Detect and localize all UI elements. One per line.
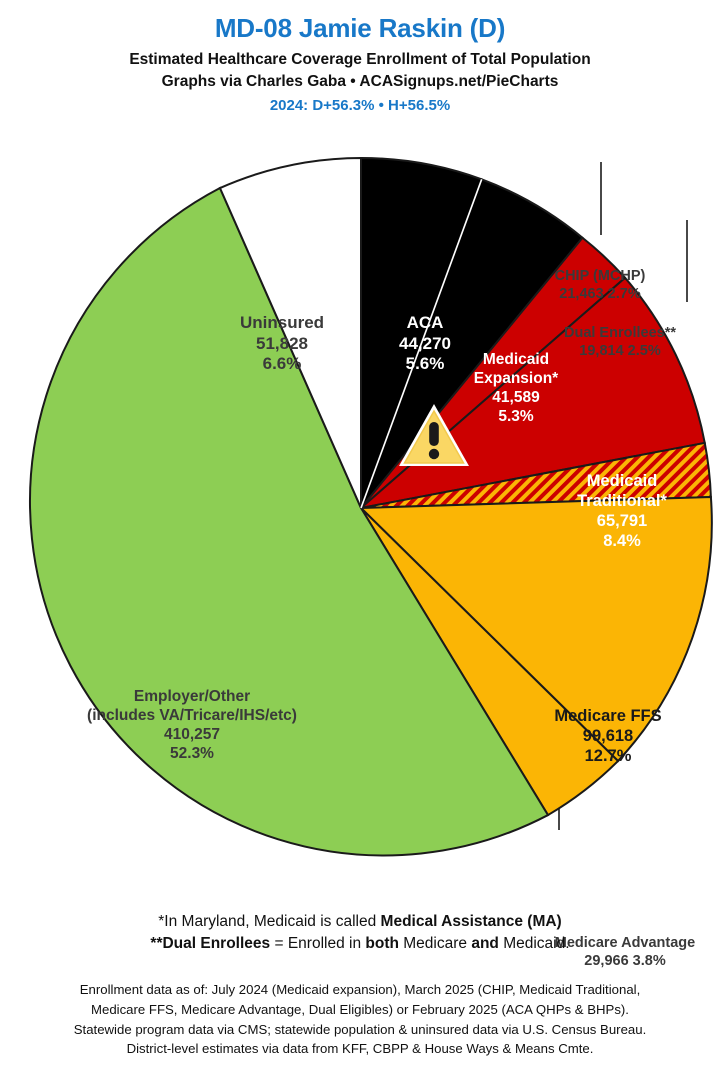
- slice-label-medffs-pct: 12.7%: [584, 747, 632, 766]
- slice-label-medicaid-traditional: Medicaid Traditional* 65,791 8.4%: [545, 471, 699, 552]
- source-line-2: Medicare FFS, Medicare Advantage, Dual E…: [91, 1001, 629, 1017]
- slice-label-aca-pct: 5.6%: [405, 354, 445, 374]
- slice-label-employer-value: 410,257: [163, 725, 221, 743]
- slice-label-medtrad-name-line2: Traditional*: [577, 492, 667, 511]
- pie-slice-uninsured[interactable]: [218, 156, 362, 509]
- source-line-1: Enrollment data as of: July 2024 (Medica…: [79, 982, 641, 997]
- chart-credit: Graphs via Charles Gaba • ACASignups.net…: [161, 73, 559, 91]
- pie-slice-medicare-ffs[interactable]: [358, 495, 713, 763]
- footnotes-block: *In Maryland, Medicaid is called Medical…: [0, 911, 720, 956]
- slice-label-medtrad-value: 65,791: [596, 512, 648, 531]
- pie-chart-area: Uninsured 51,828 6.6% ACA 44,270 5.6% Me…: [0, 130, 720, 969]
- chart-header: MD-08 Jamie Raskin (D) Estimated Healthc…: [0, 0, 720, 115]
- pie-slice-employer-other[interactable]: [29, 186, 550, 857]
- slice-label-chip-value-pct: 21,463 2.7%: [559, 285, 641, 302]
- slice-label-expansion-pct: 5.3%: [498, 407, 534, 425]
- slice-label-dual-name: Dual Enrollees**: [563, 325, 676, 341]
- slice-label-medicaid-expansion: Medicaid Expansion* 41,589 5.3%: [452, 351, 580, 427]
- chart-subtitle: Estimated Healthcare Coverage Enrollment…: [129, 50, 591, 68]
- slice-label-medtrad-name-line1: Medicaid: [586, 472, 658, 490]
- slice-label-uninsured-name: Uninsured: [239, 313, 325, 332]
- slice-label-medffs-value: 99,618: [582, 727, 634, 746]
- footnote-single-asterisk: *In Maryland, Medicaid is called Medical…: [158, 913, 562, 930]
- slice-label-employer-name-line2: (includes VA/Tricare/IHS/etc): [87, 706, 297, 724]
- slice-label-uninsured-pct: 6.6%: [262, 354, 302, 374]
- partisan-lean: 2024: D+56.3% • H+56.5%: [269, 97, 451, 115]
- source-line-4: District-level estimates via data from K…: [126, 1041, 594, 1057]
- slice-label-employer-name-line1: Employer/Other: [133, 688, 251, 705]
- slice-label-employer-pct: 52.3%: [170, 744, 214, 762]
- page-title: MD-08 Jamie Raskin (D): [214, 13, 506, 43]
- slice-label-uninsured-value: 51,828: [256, 333, 308, 353]
- slice-label-aca-value: 44,270: [399, 333, 451, 353]
- slice-label-medicare-ffs: Medicare FFS 99,618 12.7%: [523, 706, 693, 766]
- warning-triangle-icon: [399, 404, 469, 466]
- slice-label-medadv-name: Medicare Advantage: [554, 935, 696, 951]
- slice-label-dual-value-pct: 19,814 2.5%: [579, 342, 661, 359]
- footnote-double-asterisk: **Dual Enrollees = Enrolled in both Medi…: [150, 935, 570, 953]
- divider-aca-expansion: [360, 179, 483, 509]
- slice-label-employer-other: Employer/Other (includes VA/Tricare/IHS/…: [42, 688, 342, 764]
- slice-label-dual-enrollees: Dual Enrollees** 19,814 2.5%: [520, 325, 720, 360]
- slice-label-expansion-name-line1: Medicaid: [482, 351, 550, 368]
- slice-label-aca-name: ACA: [406, 313, 444, 332]
- sources-block: Enrollment data as of: July 2024 (Medica…: [0, 980, 720, 1059]
- slice-label-chip-name: CHIP (MCHP): [554, 268, 646, 284]
- slice-label-medtrad-pct: 8.4%: [603, 532, 641, 551]
- slice-label-uninsured: Uninsured 51,828 6.6%: [198, 313, 366, 375]
- source-line-3: Statewide program data via CMS; statewid…: [73, 1021, 647, 1037]
- slice-label-chip: CHIP (MCHP) 21,463 2.7%: [495, 268, 705, 303]
- slice-label-medicare-advantage: Medicare Advantage 29,966 3.8%: [530, 935, 720, 970]
- slice-label-expansion-name-line2: Expansion*: [473, 369, 559, 387]
- slice-label-medffs-name: Medicare FFS: [554, 707, 662, 725]
- slice-label-expansion-value: 41,589: [492, 388, 540, 406]
- slice-label-medadv-value-pct: 29,966 3.8%: [584, 952, 666, 969]
- slice-label-aca: ACA 44,270 5.6%: [370, 313, 480, 375]
